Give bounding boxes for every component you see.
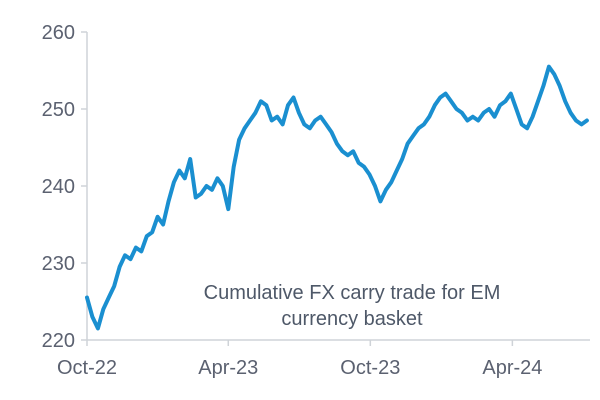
annotation-line-1: Cumulative FX carry trade for EM bbox=[204, 282, 501, 304]
x-tick-label: Apr-23 bbox=[198, 357, 258, 379]
series-group bbox=[85, 64, 589, 331]
x-axis-ticks: Oct-22 Apr-23 Oct-23 Apr-24 bbox=[57, 340, 542, 379]
x-tick-label: Apr-24 bbox=[482, 357, 542, 379]
x-tick-label: Oct-23 bbox=[340, 357, 400, 379]
y-axis-ticks: 220 230 240 250 260 bbox=[42, 22, 87, 352]
y-tick-label: 250 bbox=[42, 99, 75, 121]
y-tick-label: 240 bbox=[42, 176, 75, 198]
series-line bbox=[85, 64, 589, 331]
x-tick-label: Oct-22 bbox=[57, 357, 117, 379]
y-tick-label: 230 bbox=[42, 253, 75, 275]
y-tick-label: 260 bbox=[42, 22, 75, 44]
annotation-line-2: currency basket bbox=[281, 308, 423, 330]
y-tick-label: 220 bbox=[42, 330, 75, 352]
